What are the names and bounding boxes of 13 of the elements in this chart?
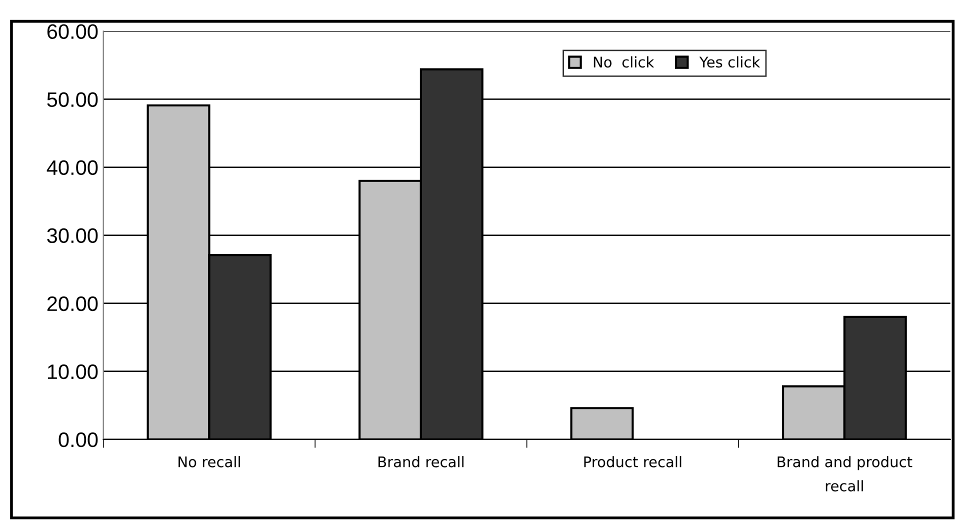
y-tick-label: 40.00: [46, 160, 98, 176]
y-tick-label: 60.00: [47, 24, 98, 39]
x-tick-label: Brand recall: [378, 456, 464, 468]
y-tick-label: 20.00: [47, 296, 98, 312]
y-tick-label: 30.00: [47, 228, 98, 244]
x-tick-label: Product recall: [584, 456, 682, 468]
y-tick-label: 10.00: [48, 364, 98, 380]
x-tick-label: Brand and product recall: [778, 456, 912, 492]
legend-label: No click: [594, 56, 654, 68]
y-tick-label: 0.00: [58, 432, 98, 448]
y-tick-label: 50.00: [47, 92, 98, 107]
x-tick-label: No recall: [178, 456, 240, 468]
legend-label: Yes click: [699, 56, 760, 68]
